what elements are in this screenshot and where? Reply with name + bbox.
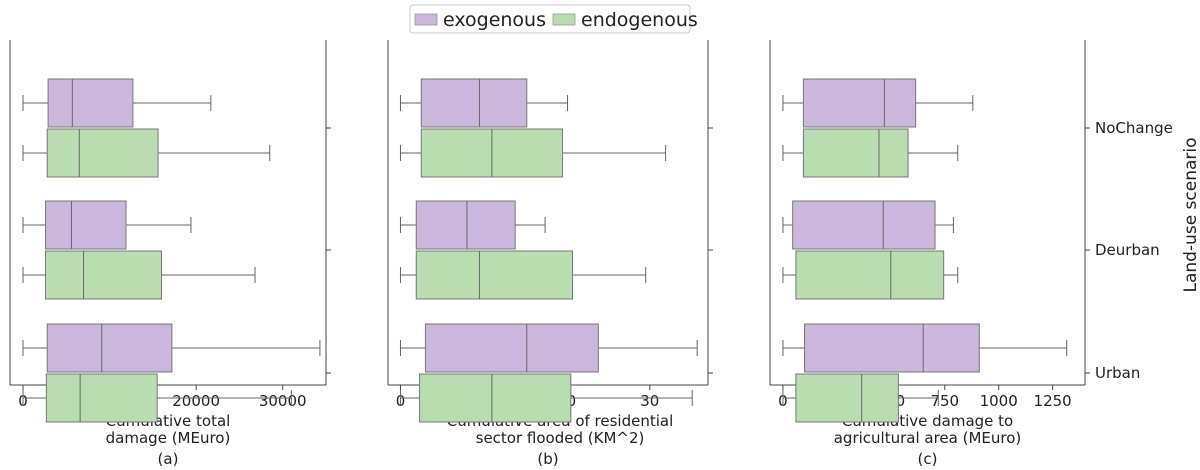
iqr-box	[795, 250, 945, 300]
panel-label: (c)	[918, 450, 938, 468]
y-tick-label-NoChange: NoChange	[1095, 119, 1173, 137]
box-exogenous-NoChange	[22, 78, 212, 128]
iqr-box	[795, 373, 899, 423]
x-tick-label-30000: 30000	[259, 392, 307, 410]
box-endogenous-Deurban	[782, 250, 959, 300]
x-tick-label-1250: 1250	[1034, 392, 1072, 410]
x-axis-label-line-2: sector flooded (KM^2)	[476, 429, 645, 447]
box-endogenous-Urban	[399, 373, 693, 423]
legend: exogenous endogenous	[409, 4, 698, 34]
x-tick-label-750: 750	[930, 392, 959, 410]
iqr-box	[46, 128, 159, 178]
iqr-box	[419, 373, 572, 423]
iqr-box	[420, 78, 528, 128]
box-exogenous-Urban	[782, 323, 1068, 373]
box-endogenous-Urban	[22, 373, 292, 423]
box-endogenous-Deurban	[22, 250, 256, 300]
box-exogenous-NoChange	[399, 78, 569, 128]
box-exogenous-NoChange	[782, 78, 974, 128]
x-tick-label-30: 30	[640, 392, 659, 410]
iqr-box	[792, 200, 936, 250]
panel-label: (a)	[158, 450, 179, 468]
box-endogenous-NoChange	[22, 128, 271, 178]
iqr-box	[46, 323, 173, 373]
box-exogenous-Deurban	[399, 200, 546, 250]
box-endogenous-NoChange	[782, 128, 959, 178]
legend-swatch-endogenous	[552, 13, 576, 26]
panel-b: 0102030Cumulative area of residentialsec…	[387, 40, 713, 468]
iqr-box	[44, 250, 163, 300]
iqr-box	[802, 128, 909, 178]
y-axis-label: Land-use scenario	[1181, 137, 1200, 292]
iqr-box	[44, 200, 127, 250]
panel-label: (b)	[537, 450, 558, 468]
box-endogenous-NoChange	[399, 128, 667, 178]
y-tick-label-Deurban: Deurban	[1095, 241, 1160, 259]
legend-label-endogenous: endogenous	[581, 9, 698, 31]
iqr-box	[45, 373, 158, 423]
legend-frame	[409, 4, 691, 34]
x-axis-label-line-2: agricultural area (MEuro)	[834, 429, 1022, 447]
legend-swatch-exogenous	[414, 13, 438, 26]
x-axis-label-line-2: damage (MEuro)	[106, 429, 231, 447]
x-tick-label-20000: 20000	[172, 392, 220, 410]
box-exogenous-Deurban	[782, 200, 954, 250]
iqr-box	[415, 250, 574, 300]
box-exogenous-Urban	[399, 323, 698, 373]
iqr-box	[424, 323, 599, 373]
iqr-box	[415, 200, 516, 250]
iqr-box	[47, 78, 134, 128]
x-tick-label-1000: 1000	[980, 392, 1018, 410]
box-exogenous-Urban	[22, 323, 321, 373]
panel-c: 025050075010001250Cumulative damage toag…	[769, 40, 1173, 468]
iqr-box	[802, 78, 917, 128]
box-exogenous-Deurban	[22, 200, 192, 250]
legend-label-exogenous: exogenous	[443, 9, 546, 31]
iqr-box	[804, 323, 980, 373]
box-endogenous-Deurban	[399, 250, 647, 300]
y-tick-label-Urban: Urban	[1095, 364, 1140, 382]
box-endogenous-Urban	[782, 373, 939, 423]
